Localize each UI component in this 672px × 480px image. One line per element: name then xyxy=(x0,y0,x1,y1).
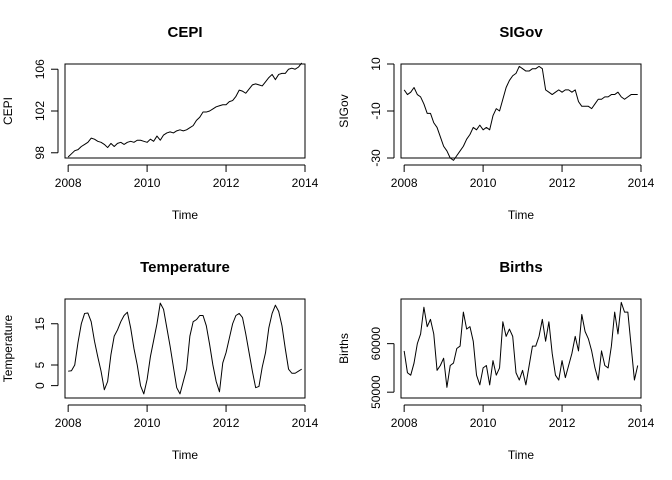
chart-1-x-axis-label: Time xyxy=(172,208,199,222)
chart-2-x-tick-label: 2008 xyxy=(391,176,418,190)
chart-1-series-line xyxy=(67,62,303,158)
chart-2-x-tick-label: 2014 xyxy=(628,176,655,190)
chart-1-y-axis-label: CEPI xyxy=(1,97,15,125)
chart-1-panel xyxy=(51,62,306,172)
chart-3-y-tick-label: 15 xyxy=(33,317,47,331)
chart-4-y-tick-label: 60000 xyxy=(369,327,383,361)
chart-3-x-axis-label: Time xyxy=(172,448,199,462)
chart-1-x-tick-label: 2008 xyxy=(55,176,82,190)
chart-2-series-line xyxy=(403,65,638,161)
chart-2-panel xyxy=(387,63,642,172)
chart-4-panel xyxy=(387,298,642,412)
chart-1-x-tick-label: 2010 xyxy=(134,176,161,190)
chart-3-y-tick-label: 5 xyxy=(33,361,47,368)
chart-3-x-tick-label: 2008 xyxy=(55,416,82,430)
chart-3-panel xyxy=(51,298,306,412)
chart-2-y-tick-label: 10 xyxy=(369,57,383,71)
chart-4-y-axis-label: Births xyxy=(337,333,351,364)
chart-1-title: CEPI xyxy=(167,24,202,41)
chart-3-x-tick-label: 2010 xyxy=(134,416,161,430)
chart-4-y-tick-label: 50000 xyxy=(369,375,383,409)
chart-2-title: SIGov xyxy=(499,24,543,41)
chart-3-y-axis-label: Temperature xyxy=(1,314,15,382)
chart-2-frame xyxy=(400,63,642,159)
chart-1-x-tick-label: 2012 xyxy=(213,176,240,190)
chart-4-x-tick-label: 2008 xyxy=(391,416,418,430)
chart-3-x-tick-label: 2012 xyxy=(213,416,240,430)
chart-2-y-tick-label: -30 xyxy=(369,149,383,167)
chart-1-frame xyxy=(64,63,306,159)
chart-4-x-tick-label: 2014 xyxy=(628,416,655,430)
chart-2-x-tick-label: 2012 xyxy=(549,176,576,190)
chart-2-x-tick-label: 2010 xyxy=(470,176,497,190)
chart-3-series-line xyxy=(68,302,302,395)
chart-4-x-tick-label: 2010 xyxy=(470,416,497,430)
chart-2-x-axis-label: Time xyxy=(508,208,535,222)
chart-3-frame xyxy=(64,298,306,399)
chart-4-x-tick-label: 2012 xyxy=(549,416,576,430)
chart-4-frame xyxy=(400,298,642,399)
chart-1-x-tick-label: 2014 xyxy=(292,176,319,190)
chart-3-y-tick-label: 0 xyxy=(33,382,47,389)
chart-4-title: Births xyxy=(499,259,542,276)
chart-4-x-axis-label: Time xyxy=(508,448,535,462)
chart-1-y-tick-label: 98 xyxy=(33,146,47,160)
chart-3-title: Temperature xyxy=(140,259,230,276)
chart-2-y-axis-label: SIGov xyxy=(337,94,351,127)
chart-1-y-tick-label: 106 xyxy=(33,59,47,79)
chart-4-series-line xyxy=(403,301,639,388)
chart-1-y-tick-label: 102 xyxy=(33,101,47,121)
chart-3-x-tick-label: 2014 xyxy=(292,416,319,430)
chart-2-y-tick-label: -10 xyxy=(369,102,383,120)
